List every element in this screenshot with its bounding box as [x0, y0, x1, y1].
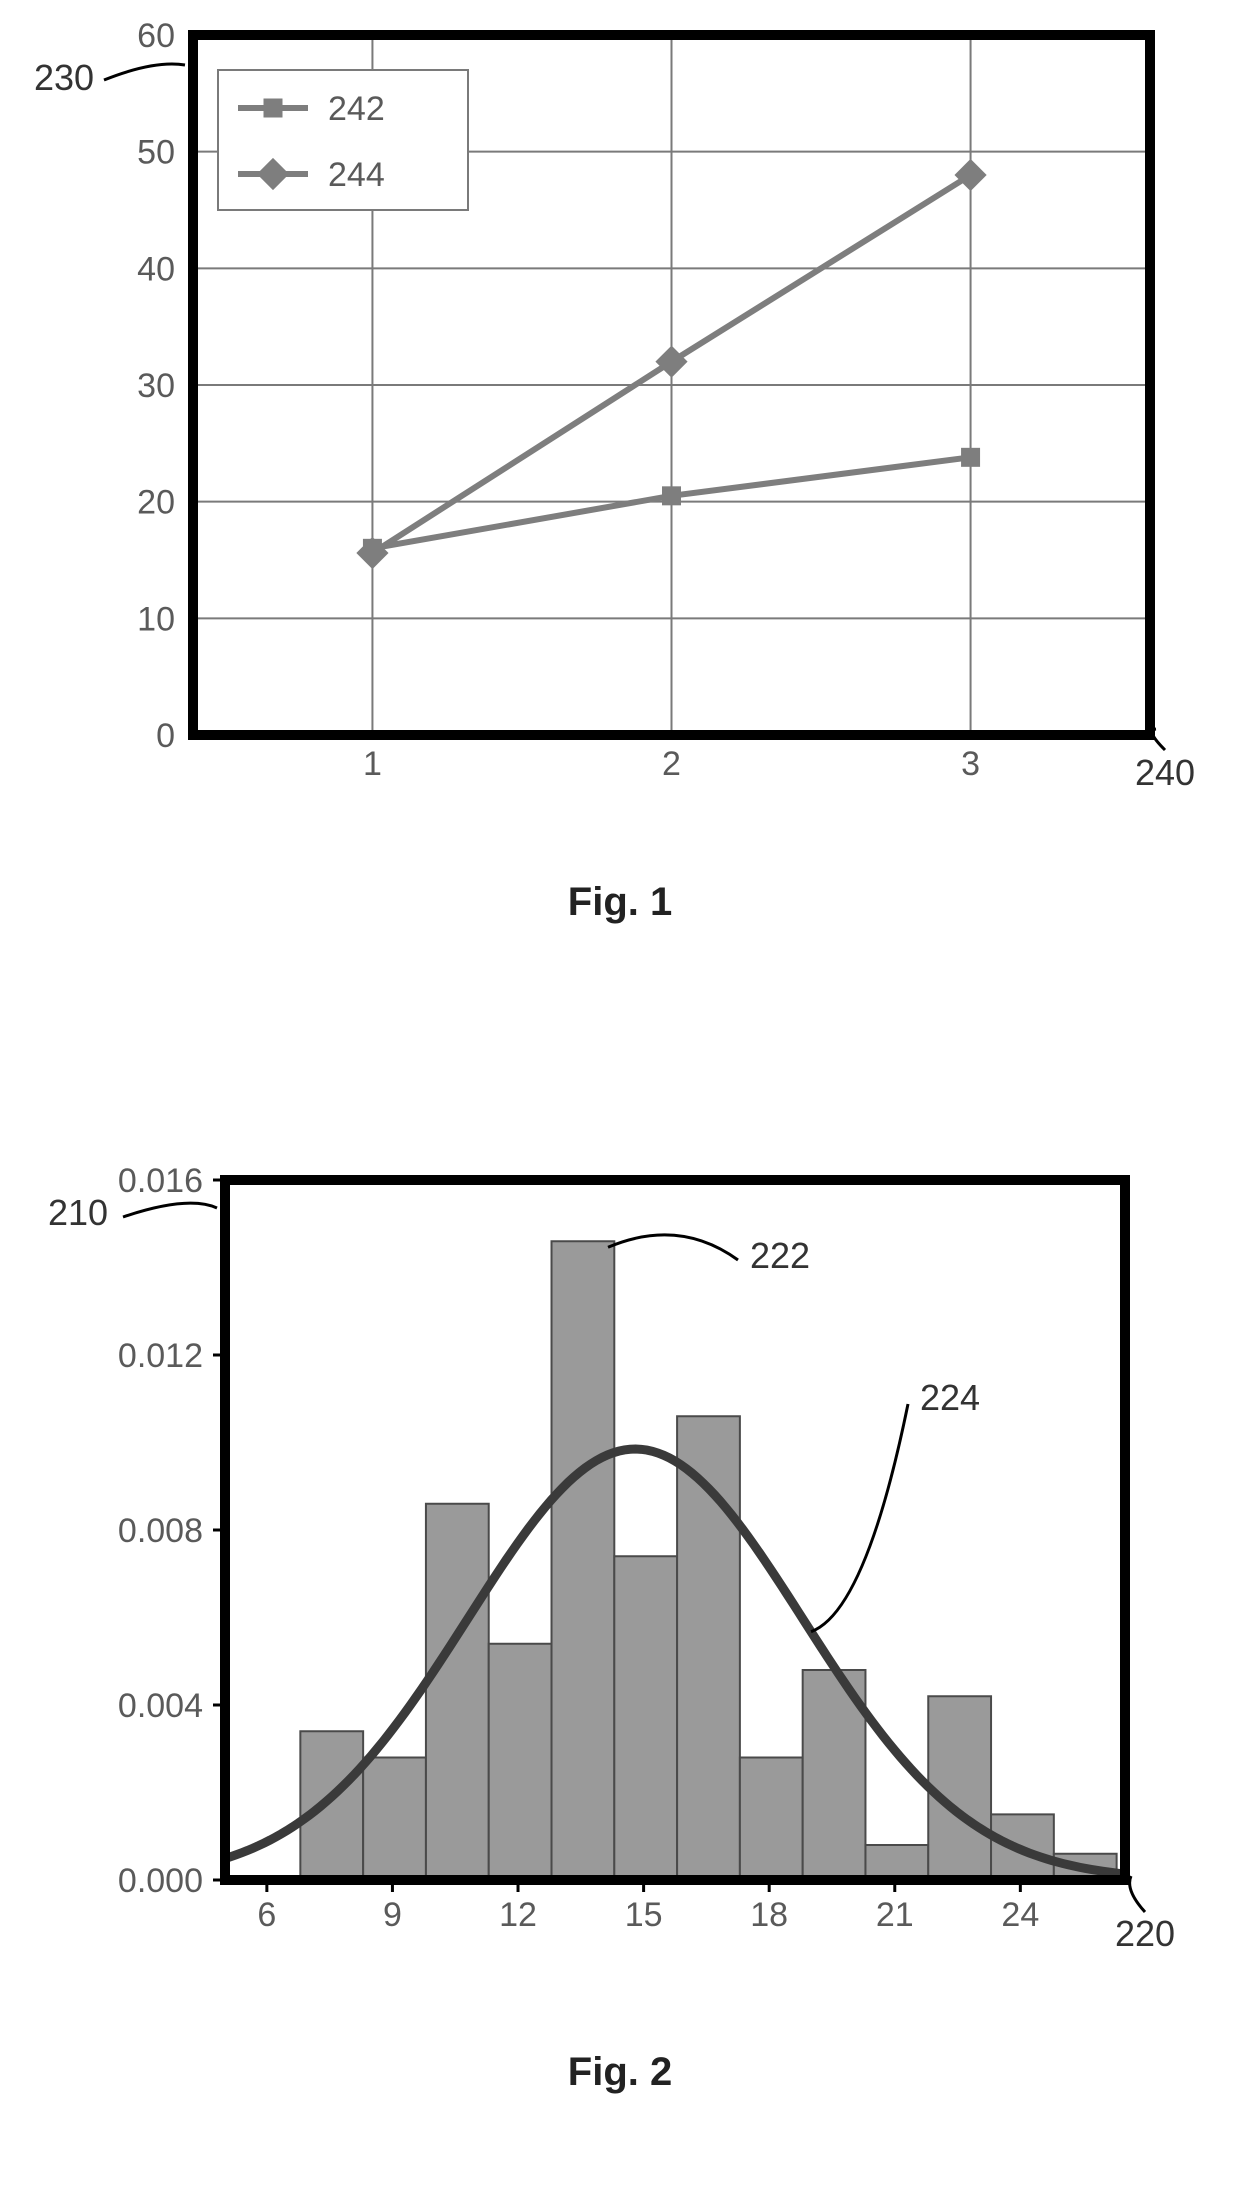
callout-label: 222	[750, 1235, 810, 1276]
x-tick-label: 12	[499, 1896, 537, 1934]
y-tick-label: 0.016	[118, 1162, 203, 1200]
figure-2-caption: Fig. 2	[0, 2050, 1240, 2095]
y-tick-label: 0.004	[118, 1687, 203, 1725]
histogram-bar	[363, 1758, 426, 1881]
histogram-bar	[489, 1644, 552, 1880]
x-tick-label: 9	[383, 1896, 402, 1934]
callout-leader	[123, 1203, 217, 1217]
figure-2-chart: 0.000 0.004 0.008 0.012 0.016 6 9 12 15 18 21 24 210…	[0, 0, 1240, 2000]
x-tick-label: 21	[876, 1896, 914, 1934]
y-tick-label: 0.012	[118, 1337, 203, 1375]
histogram-bar	[865, 1845, 928, 1880]
histogram-bar	[552, 1241, 615, 1880]
callout-label: 210	[48, 1192, 108, 1233]
y-tick-label: 0.008	[118, 1512, 203, 1550]
callout-leader	[1130, 1876, 1145, 1912]
callout-label: 220	[1115, 1913, 1175, 1954]
histogram-bar	[300, 1731, 363, 1880]
histogram-bar	[426, 1504, 489, 1880]
x-tick-label: 18	[750, 1896, 788, 1934]
histogram-bar	[614, 1556, 677, 1880]
histogram-bar	[928, 1696, 991, 1880]
callout-label: 224	[920, 1377, 980, 1418]
y-tick-label: 0.000	[118, 1862, 203, 1900]
x-tick-label: 24	[1001, 1896, 1039, 1934]
x-tick-label: 15	[625, 1896, 663, 1934]
histogram-bar	[740, 1758, 803, 1881]
x-tick-label: 6	[257, 1896, 276, 1934]
page-root: 0102030405060123242244230240 Fig. 1 0.00…	[0, 0, 1240, 2194]
